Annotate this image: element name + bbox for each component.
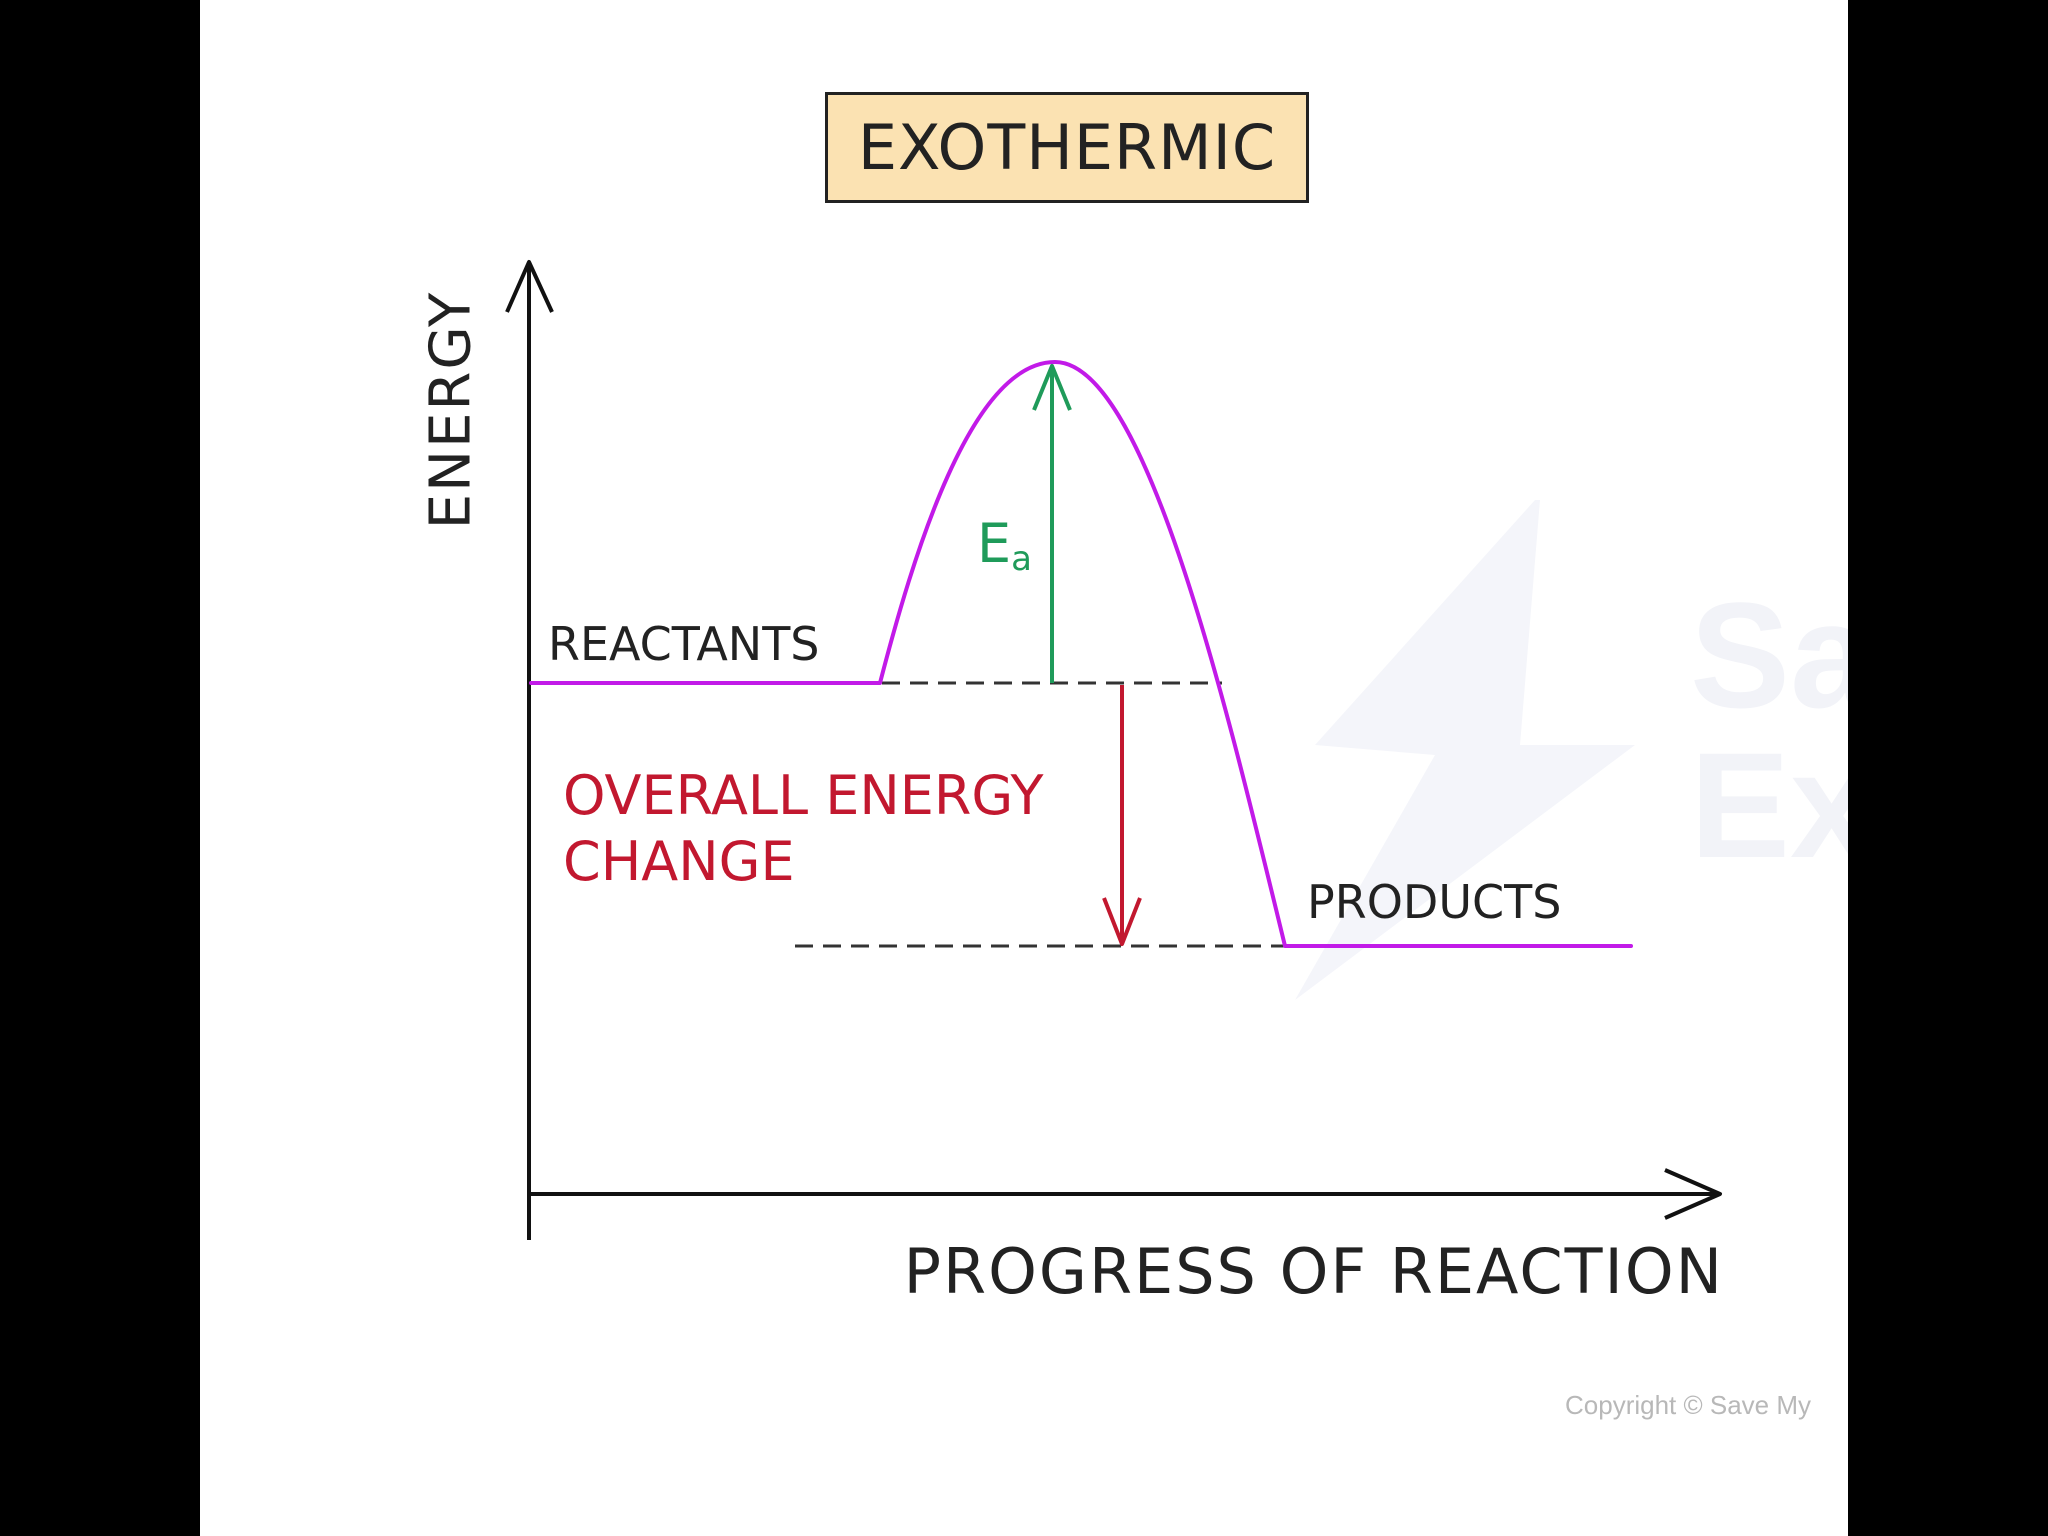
x-axis-label: PROGRESS OF REACTION <box>903 1235 1724 1308</box>
overall-energy-change-arrowhead <box>1102 897 1142 946</box>
x-axis-arrowhead <box>1664 1168 1722 1220</box>
energy-curve <box>529 360 1633 948</box>
overall-energy-change-line2: CHANGE <box>563 830 795 893</box>
watermark-text: Sa Ex <box>1690 571 1848 889</box>
y-axis-arrowhead <box>505 260 554 313</box>
activation-energy-subscript: a <box>1011 539 1032 579</box>
energy-profile-diagram <box>505 260 1722 1240</box>
activation-energy-label: Ea <box>977 512 1032 579</box>
copyright-text: Copyright © Save My <box>1565 1390 1812 1420</box>
watermark-bolt-icon <box>1295 500 1635 1000</box>
overall-energy-change-line1: OVERALL ENERGY <box>563 764 1044 827</box>
reactants-label: REACTANTS <box>548 617 820 671</box>
overall-energy-change-label: OVERALL ENERGY CHANGE <box>563 763 1044 895</box>
diagram-panel: Sa Ex EXOTHERMIC ENERGY PROGRESS OF REACT… <box>200 0 1848 1536</box>
y-axis-label: ENERGY <box>418 290 484 530</box>
products-label: PRODUCTS <box>1307 875 1562 929</box>
activation-energy-symbol: E <box>977 512 1012 575</box>
diagram-title: EXOTHERMIC <box>825 92 1309 203</box>
activation-energy-arrowhead <box>1032 364 1072 411</box>
